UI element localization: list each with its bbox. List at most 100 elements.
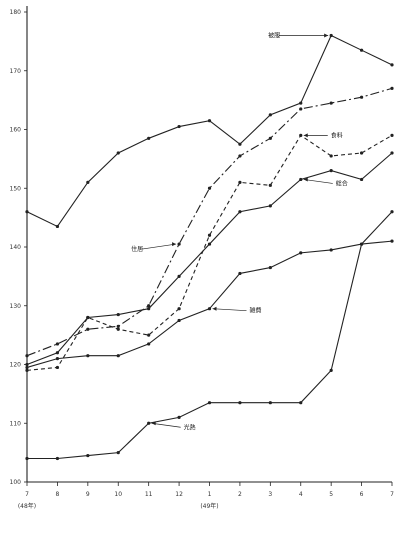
data-point [86, 327, 90, 331]
data-point [25, 210, 29, 214]
series-layer [25, 33, 394, 461]
series-2 [25, 86, 394, 358]
data-point [238, 210, 242, 214]
data-point [177, 318, 181, 323]
data-point [25, 354, 29, 358]
x-tick-label: 8 [56, 491, 60, 498]
x-tick-label: 7 [390, 491, 394, 498]
data-point [329, 248, 333, 252]
data-point [299, 133, 303, 137]
data-point [116, 312, 120, 317]
data-point [238, 142, 242, 146]
data-point [177, 415, 181, 419]
annotation-leader [212, 308, 247, 312]
data-point [177, 307, 181, 311]
data-point [299, 401, 303, 405]
series-line [26, 134, 393, 371]
data-point [329, 169, 333, 173]
series-6 [25, 210, 394, 461]
data-point [86, 315, 90, 320]
data-point [147, 421, 151, 425]
y-tick-label: 150 [10, 185, 22, 192]
x-tick-label: 4 [299, 491, 303, 498]
annotation: 住居 [131, 242, 177, 253]
annotation-arrowhead [151, 421, 156, 426]
data-point [177, 274, 181, 278]
data-point [207, 186, 212, 190]
data-point [147, 342, 151, 346]
x-tick-label: 1 [208, 491, 212, 498]
data-point [238, 180, 242, 184]
data-point [25, 365, 29, 370]
series-line [26, 87, 393, 357]
data-point [177, 124, 181, 129]
data-point [55, 224, 60, 229]
y-tick-label: 100 [10, 479, 22, 486]
x-tick-label: 9 [86, 491, 90, 498]
data-point [268, 113, 272, 117]
x-tick-label: 12 [175, 491, 183, 498]
data-point [55, 456, 60, 461]
y-tick-label: 110 [10, 420, 22, 427]
data-point [25, 368, 29, 372]
data-point [116, 151, 120, 155]
data-point [116, 354, 120, 358]
data-point [299, 251, 303, 255]
data-point [329, 154, 333, 158]
series-5 [25, 239, 394, 370]
data-point [238, 271, 242, 276]
data-point [207, 233, 212, 237]
data-point [177, 242, 181, 246]
annotation-arrowhead [303, 177, 308, 182]
data-point [390, 133, 394, 137]
data-point [55, 342, 60, 346]
annotation: 光熱 [151, 421, 196, 431]
data-point [329, 33, 333, 38]
data-point [86, 180, 90, 184]
data-point [390, 63, 394, 67]
data-point [268, 183, 272, 187]
data-point [268, 136, 272, 140]
series-1 [25, 33, 394, 229]
x-tick-label: 11 [145, 491, 153, 498]
data-point [359, 48, 364, 52]
y-tick-label: 140 [10, 244, 22, 251]
series-4 [25, 133, 394, 372]
annotation-arrowhead [172, 242, 177, 247]
data-point [390, 239, 394, 243]
data-point [86, 354, 90, 358]
data-point [238, 401, 242, 405]
annotation-arrowhead [303, 133, 308, 138]
x-tick-label: 3 [268, 491, 272, 498]
data-point [116, 327, 120, 331]
annotation: 総合 [303, 177, 348, 187]
data-point [299, 101, 303, 105]
data-point [268, 401, 272, 405]
data-point [147, 136, 151, 140]
data-point [55, 365, 60, 370]
data-point [390, 151, 394, 155]
series-line [26, 34, 393, 228]
data-point [116, 324, 120, 328]
x-tick-label: 6 [360, 491, 364, 498]
data-point [207, 307, 212, 311]
annotation-label: 光熱 [184, 423, 196, 431]
data-point [359, 177, 364, 182]
data-point [147, 304, 151, 308]
annotation-label: 住居 [131, 245, 143, 253]
data-point [55, 357, 60, 361]
x-tick-label: 7 [25, 491, 29, 498]
annotation: 食料 [303, 131, 343, 139]
data-point [299, 107, 303, 111]
annotation-arrowhead [212, 306, 217, 311]
annotation: 被服 [268, 32, 329, 40]
data-point [329, 101, 333, 105]
annotation: 雑費 [212, 306, 262, 315]
x-axis-ticks: 7 8 9 10 11 12 1 2 3 4 5 6 7(48年) (49年) [18, 482, 394, 510]
data-point [359, 151, 364, 155]
data-point [390, 86, 394, 90]
x-tick-label: 2 [238, 491, 242, 498]
x-tick-label: 10 [114, 491, 122, 498]
y-axis-ticks: 100 110 120 130 140 150 160 170 180 [10, 9, 27, 486]
